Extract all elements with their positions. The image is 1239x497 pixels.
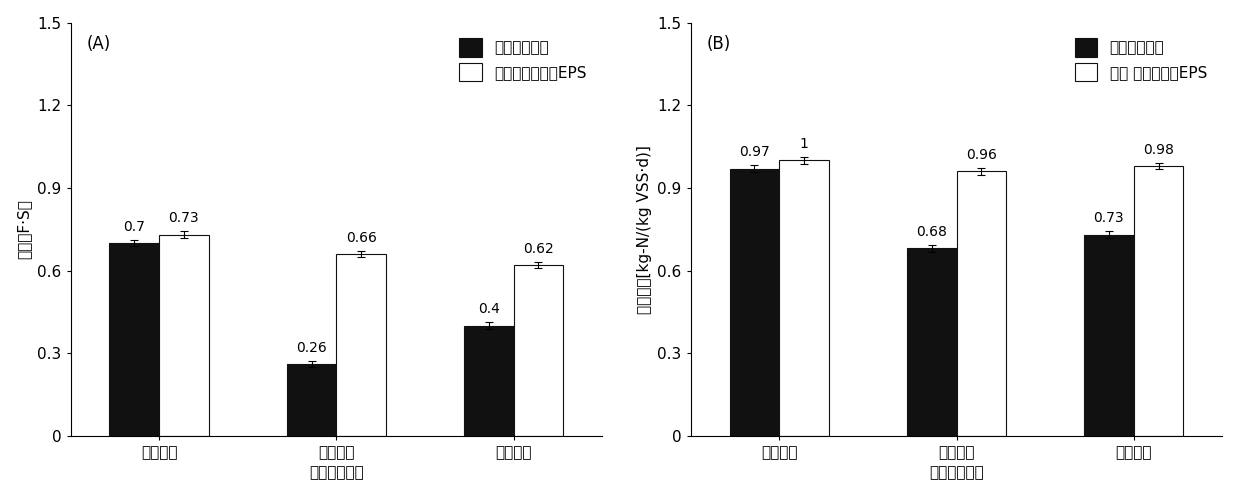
Text: 0.98: 0.98	[1144, 143, 1175, 157]
Text: 0.66: 0.66	[346, 231, 377, 245]
Bar	[109, 243, 159, 436]
Bar	[957, 171, 1006, 436]
Y-axis label: 强度（F·S）: 强度（F·S）	[16, 199, 32, 259]
Text: 0.4: 0.4	[478, 302, 499, 316]
Legend: 未添加抑制剂, 添加强化反硝化EPS: 未添加抑制剂, 添加强化反硝化EPS	[451, 30, 595, 89]
Bar	[730, 168, 779, 436]
Bar	[286, 364, 336, 436]
Text: 0.97: 0.97	[740, 145, 769, 159]
Bar	[463, 326, 513, 436]
Bar	[779, 161, 829, 436]
Bar	[1134, 166, 1183, 436]
Y-axis label: 颗粒活性[kg-N/(kg VSS·d)]: 颗粒活性[kg-N/(kg VSS·d)]	[637, 145, 652, 314]
Bar	[1084, 235, 1134, 436]
Text: (A): (A)	[87, 35, 110, 53]
Text: 0.7: 0.7	[124, 220, 145, 234]
Bar	[907, 248, 957, 436]
Legend: 未添加抑制剂, 添加 强化反硝化EPS: 未添加抑制剂, 添加 强化反硝化EPS	[1067, 30, 1214, 89]
X-axis label: 不同运行阶段: 不同运行阶段	[929, 465, 984, 480]
Bar	[513, 265, 564, 436]
Text: 1: 1	[799, 137, 809, 151]
Bar	[159, 235, 208, 436]
Text: 0.68: 0.68	[917, 225, 947, 239]
Text: 0.96: 0.96	[966, 148, 996, 162]
Text: 0.26: 0.26	[296, 341, 327, 355]
Text: (B): (B)	[706, 35, 731, 53]
Text: 0.73: 0.73	[169, 211, 199, 225]
Text: 0.73: 0.73	[1094, 211, 1124, 225]
Text: 0.62: 0.62	[523, 242, 554, 255]
Bar	[336, 254, 385, 436]
X-axis label: 不同运行阶段: 不同运行阶段	[309, 465, 364, 480]
